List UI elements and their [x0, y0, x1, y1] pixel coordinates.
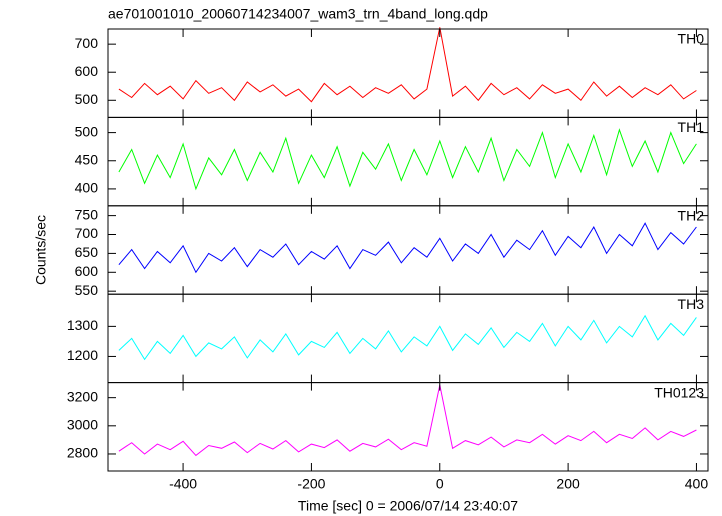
y-tick-label: 700 — [75, 35, 99, 51]
x-tick-label: 0 — [436, 476, 444, 492]
y-tick-label: 400 — [75, 180, 99, 196]
y-tick-label: 500 — [75, 123, 99, 139]
y-tick-label: 750 — [75, 206, 99, 222]
light-curve — [118, 314, 697, 361]
panel-label: TH1 — [678, 119, 705, 135]
panel-frame — [107, 293, 709, 384]
y-tick-label: 700 — [75, 225, 99, 241]
y-tick-label: 3000 — [67, 417, 98, 433]
y-tick-label: 1200 — [67, 347, 98, 363]
x-tick-label: -400 — [169, 476, 197, 492]
light-curve — [118, 384, 697, 457]
panel-frame — [107, 28, 709, 118]
light-curve — [118, 222, 697, 274]
x-tick-label: -200 — [297, 476, 325, 492]
x-tick-label: 400 — [685, 476, 709, 492]
y-tick-label: 550 — [75, 282, 99, 298]
panel-label: TH0 — [678, 31, 705, 47]
panel-label: TH2 — [678, 208, 705, 224]
y-tick-label: 500 — [75, 91, 99, 107]
y-tick-label: 3200 — [67, 388, 98, 404]
y-tick-label: 450 — [75, 151, 99, 167]
light-curve — [118, 128, 697, 191]
y-axis-label: Counts/sec — [33, 215, 49, 285]
y-tick-label: 600 — [75, 263, 99, 279]
panel-label: TH0123 — [654, 384, 704, 400]
x-tick-label: 200 — [556, 476, 580, 492]
panel-frame — [107, 116, 709, 207]
y-tick-label: 2800 — [67, 445, 98, 461]
panel-frame — [107, 382, 709, 472]
panel-label: TH3 — [678, 296, 705, 312]
y-tick-label: 650 — [75, 244, 99, 260]
x-axis-label: Time [sec] 0 = 2006/07/14 23:40:07 — [298, 498, 518, 514]
panel-frame — [107, 205, 709, 295]
chart-title: ae701001010_20060714234007_wam3_trn_4ban… — [108, 6, 488, 22]
y-tick-label: 600 — [75, 63, 99, 79]
light-curve — [118, 27, 697, 103]
y-tick-label: 1300 — [67, 317, 98, 333]
